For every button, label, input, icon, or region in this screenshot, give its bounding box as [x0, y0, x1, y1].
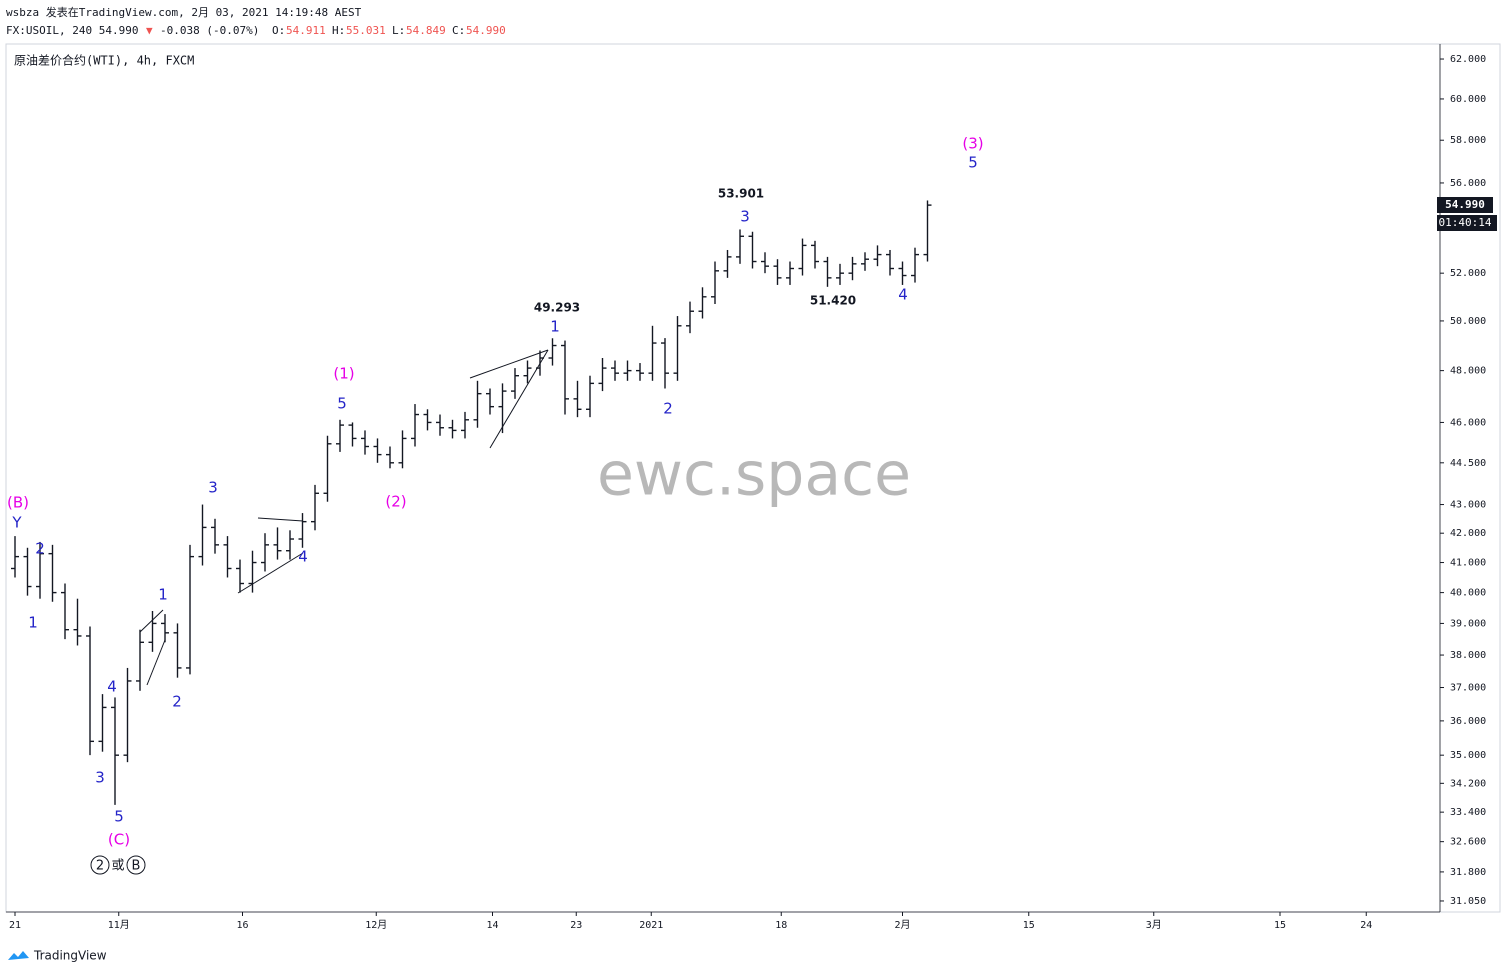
symbol: FX:USOIL, 240 54.990 [6, 24, 138, 37]
wave-label: 5 [337, 395, 347, 413]
x-tick-label: 2月 [894, 919, 910, 931]
y-tick-label: 44.500 [1450, 458, 1486, 469]
y-tick-label: 58.000 [1450, 135, 1486, 146]
ohlc-value: 54.990 [466, 24, 506, 37]
x-tick-label: 15 [1274, 920, 1286, 931]
wave-label: 2 [35, 540, 45, 558]
wave-label: 2 [663, 400, 673, 418]
trend-line [139, 609, 164, 633]
y-tick-label: 37.000 [1450, 683, 1486, 694]
wave-label: 3 [208, 479, 218, 497]
x-tick-label: 2021 [639, 920, 663, 931]
wave-label: 4 [298, 548, 308, 566]
author-line: wsbza 发表在TradingView.com, 2月 03, 2021 14… [6, 5, 362, 19]
circled-label: 2 [96, 859, 104, 874]
wave-label: 51.420 [810, 294, 856, 308]
y-tick-label: 50.000 [1450, 316, 1486, 327]
instrument: 原油差价合约(WTI), 4h, FXCM [14, 53, 194, 68]
ohlc-key: L: [392, 24, 405, 37]
wave-label: (3) [962, 135, 983, 153]
x-tick-label: 23 [570, 920, 582, 931]
x-tick-label: 3月 [1146, 919, 1162, 931]
brand[interactable]: TradingView [33, 949, 107, 963]
trend-line [257, 517, 304, 522]
last-price: 54.990 [1445, 198, 1485, 211]
y-tick-label: 42.000 [1450, 528, 1486, 539]
trend-line [489, 349, 549, 449]
y-tick-label: 60.000 [1450, 94, 1486, 105]
wave-label: 3 [95, 769, 105, 787]
x-tick-label: 24 [1360, 920, 1372, 931]
wave-label: 4 [107, 678, 117, 696]
circled-label: B [132, 859, 141, 874]
x-tick-label: 15 [1023, 920, 1035, 931]
y-tick-label: 33.400 [1450, 807, 1486, 818]
circled-label: 或 [111, 859, 124, 874]
wave-label: 49.293 [534, 301, 580, 315]
ohlc-value: 54.849 [406, 24, 446, 37]
y-tick-label: 40.000 [1450, 588, 1486, 599]
wave-label: Y [11, 514, 22, 532]
wave-label: (2) [385, 493, 406, 511]
ohlc-key: H: [332, 24, 345, 37]
y-tick-label: 56.000 [1450, 178, 1486, 189]
wave-label: 53.901 [718, 187, 764, 201]
wave-label: (1) [333, 365, 354, 383]
change-arrow: ▼ [146, 24, 153, 37]
wave-label: 1 [158, 586, 168, 604]
wave-label: 1 [28, 614, 38, 632]
countdown-tag [1437, 215, 1497, 231]
y-tick-label: 35.000 [1450, 750, 1486, 761]
trend-line [469, 349, 549, 379]
change: -0.038 (-0.07%) [160, 24, 259, 37]
ohlc-value: 55.031 [346, 24, 386, 37]
label-circle [90, 855, 110, 875]
ohlc-value: 54.911 [286, 24, 326, 37]
y-tick-label: 41.000 [1450, 558, 1486, 569]
y-tick-label: 46.000 [1450, 417, 1486, 428]
y-tick-label: 36.000 [1450, 716, 1486, 727]
wave-label: (C) [108, 831, 130, 849]
price-tag [1437, 197, 1493, 213]
wave-label: 5 [114, 808, 124, 826]
wave-label: 3 [740, 208, 750, 226]
y-tick-label: 31.050 [1450, 896, 1486, 907]
y-tick-label: 31.800 [1450, 867, 1486, 878]
y-tick-label: 62.000 [1450, 54, 1486, 65]
trend-lines [139, 349, 549, 686]
trend-line [146, 639, 166, 686]
label-circle [126, 855, 146, 875]
x-tick-label: 12月 [365, 919, 387, 931]
y-tick-label: 52.000 [1450, 268, 1486, 279]
y-tick-label: 43.000 [1450, 500, 1486, 511]
y-tick-label: 32.600 [1450, 837, 1486, 848]
y-tick-label: 38.000 [1450, 650, 1486, 661]
ohlc-header: O: 54.911 H: 55.031 L: 54.849 C: 54.990 [272, 24, 506, 37]
wave-label: 4 [898, 286, 908, 304]
ohlc-key: C: [452, 24, 465, 37]
x-tick-label: 21 [9, 920, 21, 931]
wave-label: 1 [550, 318, 560, 336]
wave-label: 2 [172, 693, 182, 711]
x-tick-label: 18 [775, 920, 787, 931]
ohlc-key: O: [272, 24, 285, 37]
y-tick-label: 34.200 [1450, 778, 1486, 789]
wave-label: 5 [968, 154, 978, 172]
y-tick-label: 48.000 [1450, 366, 1486, 377]
trend-line [237, 552, 304, 594]
wave-label: (B) [7, 494, 29, 512]
x-tick-label: 11月 [108, 919, 130, 931]
watermark: ewc.space [597, 440, 911, 510]
x-tick-label: 16 [236, 920, 248, 931]
countdown: 01:40:14 [1439, 216, 1492, 229]
x-tick-label: 14 [486, 920, 498, 931]
y-tick-label: 39.000 [1450, 618, 1486, 629]
brand-logo [8, 951, 29, 960]
